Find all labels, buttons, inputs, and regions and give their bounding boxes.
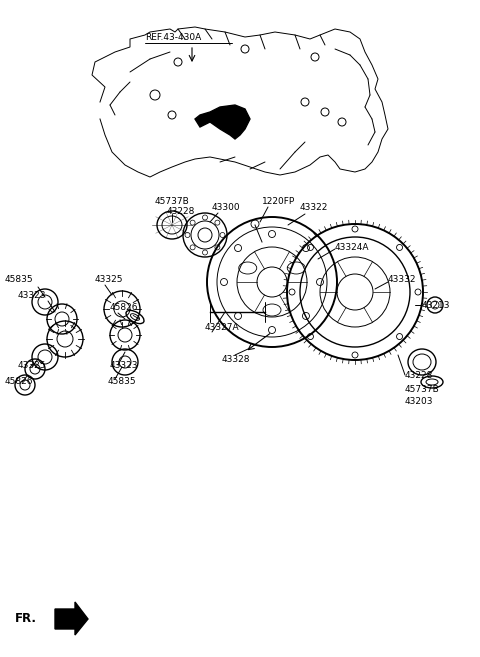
Text: 43228: 43228 [167, 206, 195, 215]
Text: 43324A: 43324A [335, 242, 370, 252]
Text: 43327A: 43327A [205, 323, 240, 332]
Text: 45826: 45826 [110, 302, 139, 311]
Text: 43323: 43323 [110, 361, 139, 369]
Text: REF.43-430A: REF.43-430A [145, 33, 201, 42]
Text: 43325: 43325 [18, 361, 47, 369]
Polygon shape [55, 602, 88, 635]
Text: 43323: 43323 [18, 290, 47, 300]
Polygon shape [195, 105, 250, 139]
Text: 45826: 45826 [5, 378, 34, 386]
Text: 43322: 43322 [300, 202, 328, 212]
Text: 43328: 43328 [222, 355, 251, 363]
Text: 45737B: 45737B [155, 196, 190, 206]
Text: 43300: 43300 [212, 202, 240, 212]
Text: 43213: 43213 [422, 300, 451, 309]
Text: 45835: 45835 [5, 275, 34, 284]
Text: 43228: 43228 [405, 371, 433, 380]
Text: 43332: 43332 [388, 275, 417, 284]
Text: FR.: FR. [15, 612, 37, 625]
Text: 1220FP: 1220FP [262, 196, 295, 206]
Text: 45835: 45835 [108, 378, 137, 386]
Text: 45737B: 45737B [405, 384, 440, 394]
Text: 43325: 43325 [95, 275, 123, 284]
Text: 43203: 43203 [405, 397, 433, 407]
